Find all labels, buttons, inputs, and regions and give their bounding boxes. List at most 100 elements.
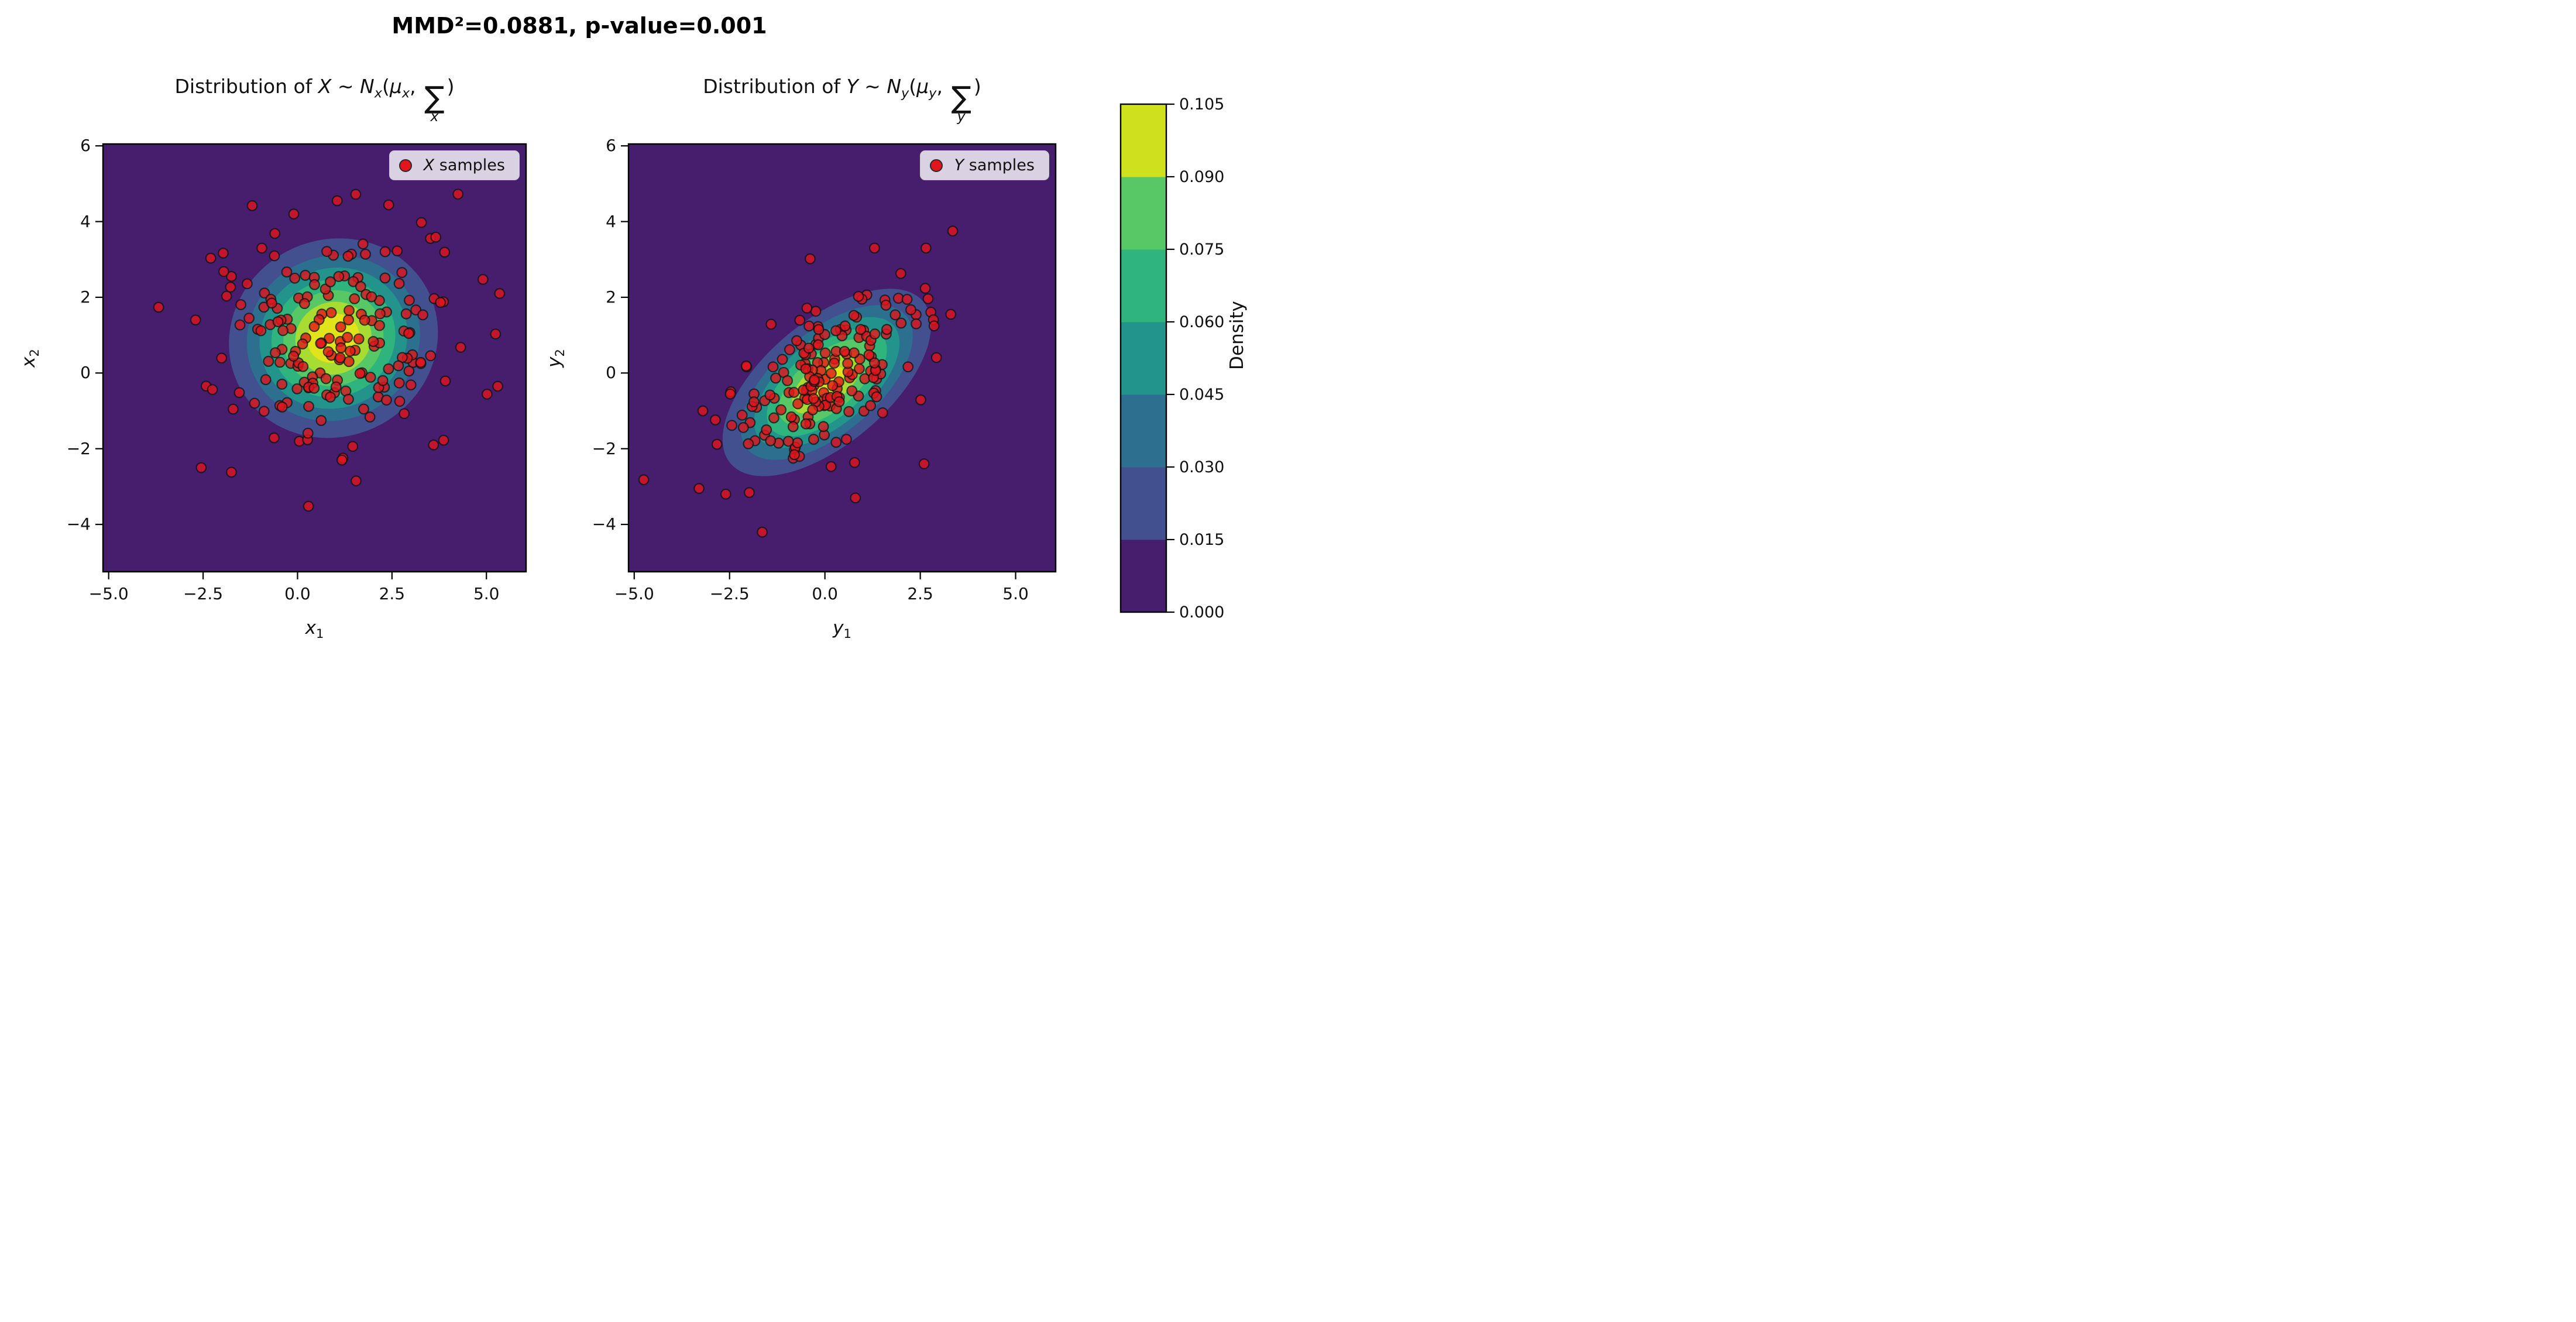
scatter-point <box>347 441 359 452</box>
scatter-point <box>765 318 777 330</box>
title-mu-sub: y <box>929 85 937 101</box>
axes-spine <box>627 143 1057 573</box>
scatter-point <box>349 293 360 304</box>
scatter-point <box>865 400 876 411</box>
scatter-point <box>348 276 359 287</box>
scatter-point <box>153 301 164 313</box>
scatter-point <box>415 217 427 228</box>
scatter-point <box>393 360 404 372</box>
scatter-point <box>902 361 914 373</box>
x-axis-sub: 1 <box>843 626 851 641</box>
legend-label: Y samples <box>954 156 1035 174</box>
scatter-point <box>308 382 320 394</box>
scatter-point <box>808 393 819 404</box>
scatter-point <box>855 324 867 335</box>
scatter-point <box>869 328 881 340</box>
scatter-point <box>291 383 303 394</box>
scatter-point <box>260 374 272 386</box>
scatter-point <box>439 246 451 258</box>
scatter-point <box>359 314 370 326</box>
scatter-point <box>366 291 377 303</box>
scatter-point <box>905 304 916 315</box>
scatter-point <box>325 392 336 403</box>
scatter-point <box>354 368 366 379</box>
x-tick-label: 5.0 <box>1002 584 1029 603</box>
scatter-point <box>268 432 280 444</box>
x-tick-label: −2.5 <box>183 584 224 603</box>
scatter-point <box>807 404 819 416</box>
scatter-point <box>764 389 776 401</box>
colorbar-tick-label: 0.030 <box>1179 458 1225 476</box>
scatter-point <box>803 320 815 332</box>
scatter-point <box>274 356 286 368</box>
scatter-point <box>922 293 934 304</box>
x-tick-label: 0.0 <box>812 584 838 603</box>
scatter-point <box>302 427 314 439</box>
scatter-point <box>825 461 837 472</box>
scatter-point <box>205 252 217 264</box>
scatter-point <box>761 424 772 435</box>
scatter-point <box>492 380 503 392</box>
scatter-point <box>393 278 405 289</box>
scatter-point <box>383 199 394 211</box>
x-panel: Distribution of X ∼ Nx(μx, ∑ x) X samples… <box>18 75 526 641</box>
colorbar-tick-label: 0.000 <box>1179 603 1225 621</box>
scatter-point <box>399 408 410 420</box>
scatter-point <box>850 492 861 504</box>
scatter-point <box>477 274 489 285</box>
scatter-point <box>848 310 860 321</box>
x-axis-var: y <box>833 617 844 638</box>
title-mu-sub: x <box>401 85 410 101</box>
scatter-point <box>915 394 926 406</box>
scatter-point <box>494 288 506 299</box>
scatter-point <box>228 403 239 415</box>
legend-y-samples: Y samples <box>919 150 1049 180</box>
scatter-point <box>241 278 253 290</box>
scatter-point <box>726 420 737 431</box>
scatter-point <box>303 500 314 512</box>
x-tick-label: 5.0 <box>473 584 500 603</box>
scatter-point <box>452 188 464 200</box>
scatter-point <box>403 365 415 377</box>
colorbar-band <box>1121 322 1166 395</box>
scatter-point <box>321 246 332 257</box>
colorbar-band <box>1121 540 1166 613</box>
y-tick-label: 4 <box>80 211 91 231</box>
scatter-point <box>342 250 354 262</box>
x-tick-label: 0.0 <box>284 584 311 603</box>
scatter-point <box>394 396 406 407</box>
scatter-point <box>330 381 342 393</box>
scatter-point <box>367 336 379 347</box>
scatter-point <box>315 338 327 349</box>
scatter-point <box>233 387 245 399</box>
title-paren: ( <box>382 75 390 98</box>
scatter-point <box>809 374 820 386</box>
scatter-point <box>737 422 749 433</box>
scatter-point <box>911 318 922 329</box>
scatter-point <box>889 309 901 321</box>
scatter-point <box>789 449 800 461</box>
scatter-point <box>720 488 731 500</box>
title-dist: N <box>887 75 902 98</box>
scatter-point <box>320 373 332 384</box>
scatter-point <box>839 320 851 332</box>
title-var: Y <box>846 75 858 98</box>
y-tick-label: 6 <box>80 136 91 156</box>
sigma-sub: y <box>957 108 966 125</box>
figure-suptitle: MMD²=0.0881, p-value=0.001 <box>391 13 767 39</box>
legend-marker-icon <box>399 159 412 172</box>
scatter-point <box>393 377 405 389</box>
scatter-point <box>235 299 246 310</box>
title-mu: μ <box>916 75 929 98</box>
scatter-point <box>263 356 274 367</box>
colorbar-tick-label: 0.105 <box>1179 95 1225 114</box>
y-tick-label: 4 <box>606 211 616 231</box>
scatter-point <box>901 294 913 305</box>
y-tick-label: −4 <box>592 514 616 534</box>
scatter-point <box>813 324 825 335</box>
title-comma: , <box>936 75 949 98</box>
scatter-point <box>344 345 356 357</box>
y-tick-label: −2 <box>592 438 616 458</box>
scatter-point <box>195 462 207 473</box>
colorbar-tick-label: 0.015 <box>1179 531 1225 549</box>
